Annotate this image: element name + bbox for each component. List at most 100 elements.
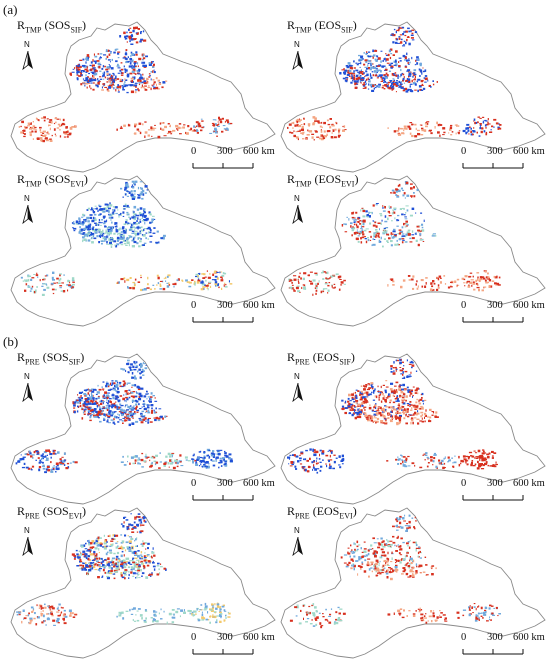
- pixel: [148, 135, 150, 137]
- pixel: [290, 287, 293, 289]
- pixel: [215, 612, 216, 613]
- pixel: [385, 227, 388, 228]
- pixel: [65, 467, 68, 469]
- pixel: [420, 64, 422, 66]
- pixel: [494, 282, 497, 284]
- pixel: [64, 464, 65, 466]
- pixel: [136, 242, 138, 244]
- pixel: [379, 397, 380, 399]
- pixel: [377, 418, 379, 420]
- pixel: [120, 128, 123, 130]
- pixel: [373, 410, 374, 411]
- pixel: [112, 84, 114, 85]
- pixel: [131, 524, 134, 526]
- pixel: [421, 224, 423, 226]
- pixel: [424, 413, 426, 416]
- pixel: [122, 89, 125, 91]
- pixel: [135, 404, 137, 406]
- pixel: [417, 189, 419, 191]
- pixel: [54, 123, 55, 124]
- pixel: [415, 402, 417, 404]
- pixel: [77, 77, 79, 79]
- pixel: [114, 222, 115, 225]
- pixel: [128, 383, 131, 384]
- pixel: [422, 418, 423, 420]
- pixel: [439, 124, 440, 125]
- pixel: [131, 38, 134, 40]
- pixel: [474, 457, 475, 459]
- pixel: [338, 464, 340, 465]
- pixel: [448, 132, 449, 133]
- pixel: [373, 225, 376, 227]
- pixel: [303, 284, 305, 285]
- pixel: [80, 568, 81, 570]
- pixel: [216, 136, 218, 137]
- pixel: [363, 82, 364, 84]
- pixel: [96, 235, 98, 237]
- pixel: [138, 458, 140, 459]
- pixel: [145, 456, 148, 458]
- pixel: [297, 460, 299, 462]
- pixel: [376, 231, 379, 233]
- pixel: [499, 277, 501, 279]
- pixel: [147, 189, 149, 190]
- pixel: [119, 35, 121, 38]
- pixel: [219, 272, 220, 274]
- pixel: [137, 412, 139, 413]
- pixel: [115, 535, 118, 537]
- pixel: [101, 89, 104, 90]
- pixel: [43, 131, 46, 133]
- pixel: [101, 240, 104, 242]
- pixel: [153, 129, 154, 131]
- pixel: [214, 279, 216, 281]
- pixel: [125, 228, 126, 230]
- pixel: [110, 383, 111, 386]
- pixel: [33, 121, 34, 122]
- pixel: [402, 378, 404, 379]
- pixel: [313, 464, 314, 466]
- pixel: [91, 391, 94, 393]
- pixel: [396, 31, 397, 33]
- pixel: [406, 53, 407, 56]
- pixel: [122, 551, 124, 553]
- pixel: [412, 80, 413, 83]
- pixel: [400, 69, 401, 71]
- pixel: [29, 451, 31, 453]
- pixel: [95, 555, 97, 557]
- pixel: [170, 125, 171, 128]
- pixel: [404, 399, 406, 401]
- pixel: [134, 517, 137, 519]
- pixel: [87, 54, 90, 56]
- pixel: [89, 540, 90, 542]
- pixel: [158, 418, 161, 420]
- pixel: [482, 289, 485, 291]
- pixel: [30, 455, 33, 457]
- pixel: [350, 222, 353, 224]
- pixel: [216, 272, 218, 273]
- panel-title: RPRE (SOSEVI): [17, 504, 86, 520]
- pixel: [78, 69, 81, 71]
- pixel: [396, 83, 398, 85]
- pixel: [36, 273, 37, 275]
- pixel: [491, 451, 494, 453]
- pixel: [138, 58, 141, 60]
- pixel: [300, 453, 303, 455]
- pixel: [400, 60, 402, 62]
- pixel: [485, 271, 487, 273]
- pixel: [117, 552, 119, 554]
- pixel: [105, 416, 107, 417]
- pixel: [133, 405, 134, 407]
- pixel: [139, 123, 142, 125]
- pixel: [421, 397, 423, 399]
- pixel: [126, 183, 129, 185]
- pixel: [82, 233, 85, 234]
- pixel: [133, 213, 134, 214]
- pixel: [329, 467, 332, 469]
- pixel: [151, 392, 153, 394]
- pixel: [128, 124, 130, 126]
- pixel: [110, 81, 112, 84]
- pixel: [347, 401, 349, 403]
- pixel: [81, 229, 84, 231]
- pixel: [294, 125, 296, 127]
- pixel: [82, 221, 84, 223]
